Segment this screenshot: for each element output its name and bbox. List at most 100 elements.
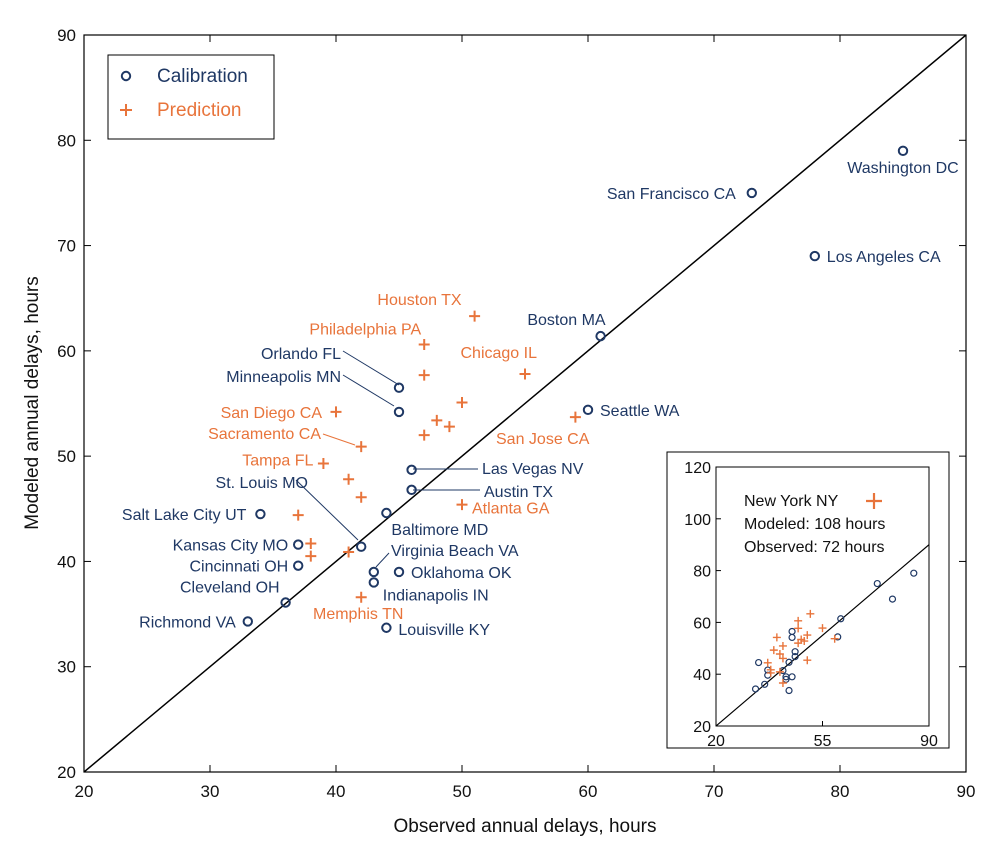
inset-calibration-point bbox=[791, 652, 799, 661]
calibration-point-virginia-beach-va bbox=[368, 566, 379, 578]
point-label-indianapolis-in: Indianapolis IN bbox=[383, 587, 489, 604]
y-tick-label: 50 bbox=[57, 447, 76, 466]
point-label-orlando-fl: Orlando FL bbox=[261, 346, 341, 363]
calibration-point-seattle-wa bbox=[582, 404, 594, 416]
y-tick-label: 20 bbox=[57, 763, 76, 782]
inset-prediction-point bbox=[775, 667, 784, 676]
point-label-los-angeles-ca: Los Angeles CA bbox=[827, 249, 941, 266]
inset-highlight-marker bbox=[866, 493, 882, 509]
inset-observed-text: Observed: 72 hours bbox=[744, 539, 885, 556]
prediction-point bbox=[431, 414, 443, 426]
legend-box bbox=[107, 54, 275, 140]
inset-prediction-point bbox=[763, 658, 772, 667]
point-label-san-jose-ca: San Jose CA bbox=[496, 431, 590, 448]
point-label-houston-tx: Houston TX bbox=[377, 292, 462, 309]
y-tick-label: 70 bbox=[57, 237, 76, 256]
inset-calibration-point bbox=[754, 658, 763, 667]
inset-calibration-point bbox=[888, 595, 897, 603]
inset-calibration-point bbox=[873, 579, 881, 588]
inset-y-tick-label: 100 bbox=[684, 512, 711, 529]
point-label-kansas-city-mo: Kansas City MO bbox=[173, 538, 289, 555]
inset-y-tick-label: 80 bbox=[693, 564, 711, 581]
inset-y-tick-label: 40 bbox=[693, 667, 711, 684]
inset-prediction-point bbox=[769, 646, 778, 655]
calibration-point-kansas-city-mo bbox=[293, 539, 304, 550]
inset-y-tick-label: 60 bbox=[693, 615, 711, 632]
point-label-philadelphia-pa: Philadelphia PA bbox=[309, 322, 421, 339]
y-tick-label: 40 bbox=[57, 552, 76, 571]
leader-line-sacramento-ca bbox=[322, 433, 356, 446]
inset-prediction-point bbox=[806, 609, 815, 618]
x-tick-label: 50 bbox=[453, 782, 472, 801]
point-label-san-francisco-ca: San Francisco CA bbox=[607, 186, 736, 203]
point-label-las-vegas-nv: Las Vegas NV bbox=[482, 461, 584, 478]
prediction-point-tampa-fl bbox=[317, 458, 329, 470]
inset-chart: 20 55 90 20 40 60 80 100 120 New York NY Modeled… bbox=[666, 451, 950, 750]
calibration-point-oklahoma-ok bbox=[393, 566, 405, 578]
calibration-point-minneapolis-mn bbox=[393, 406, 405, 418]
inset-calibration-point bbox=[910, 569, 918, 577]
plot-frame bbox=[83, 34, 967, 773]
inset-data-points bbox=[751, 569, 918, 695]
inset-prediction-point bbox=[778, 679, 787, 688]
point-label-washington-dc: Washington DC bbox=[847, 160, 958, 177]
point-label-san-diego-ca: San Diego CA bbox=[221, 405, 323, 422]
x-tick-label: 60 bbox=[579, 782, 598, 801]
inset-prediction-point bbox=[794, 639, 803, 648]
point-label-st-louis-mo: St. Louis MO bbox=[216, 475, 308, 492]
calibration-point-austin-tx bbox=[406, 484, 417, 496]
inset-prediction-point bbox=[800, 637, 809, 646]
prediction-point-atlanta-ga bbox=[456, 499, 468, 511]
prediction-point-memphis-tn bbox=[355, 591, 367, 603]
inset-identity-line bbox=[716, 544, 929, 726]
point-label-louisville-ky: Louisville KY bbox=[398, 622, 490, 639]
calibration-point-louisville-ky bbox=[381, 622, 392, 633]
prediction-point-san-jose-ca bbox=[569, 411, 581, 423]
inset-highlight-label: New York NY bbox=[744, 493, 839, 510]
calibration-point-st-louis-mo bbox=[356, 541, 367, 552]
inset-y-tick-label: 20 bbox=[693, 719, 711, 736]
point-label-austin-tx: Austin TX bbox=[484, 484, 553, 501]
point-label-atlanta-ga: Atlanta GA bbox=[472, 501, 550, 518]
calibration-point-richmond-va bbox=[242, 616, 254, 627]
x-tick-label: 40 bbox=[327, 782, 346, 801]
inset-prediction-point bbox=[830, 634, 839, 643]
prediction-point bbox=[355, 491, 367, 503]
inset-calibration-point bbox=[788, 633, 796, 642]
point-labels: Washington DC San Francisco CA Los Angeles… bbox=[122, 160, 959, 639]
leader-line-orlando-fl bbox=[342, 350, 400, 386]
inset-calibration-point bbox=[785, 658, 793, 666]
legend-calibration-marker bbox=[120, 70, 132, 82]
inset-prediction-point bbox=[778, 641, 787, 650]
leader-line-virginia-beach-va bbox=[375, 552, 390, 568]
leader-line-st-louis-mo bbox=[295, 479, 359, 541]
x-tick-label: 30 bbox=[201, 782, 220, 801]
x-tick-label: 70 bbox=[705, 782, 724, 801]
y-tick-label: 30 bbox=[57, 658, 76, 677]
point-label-richmond-va: Richmond VA bbox=[139, 614, 236, 631]
inset-prediction-point bbox=[794, 616, 803, 625]
inset-prediction-point bbox=[772, 633, 781, 642]
legend-prediction-label: Prediction bbox=[157, 100, 242, 121]
point-label-memphis-tn: Memphis TN bbox=[313, 606, 403, 623]
prediction-point-san-diego-ca bbox=[330, 406, 342, 418]
y-axis-label: Modeled annual delays, hours bbox=[22, 276, 43, 530]
inset-modeled-text: Modeled: 108 hours bbox=[744, 516, 885, 533]
point-label-sacramento-ca: Sacramento CA bbox=[208, 426, 321, 443]
data-points bbox=[242, 145, 909, 633]
inset-background bbox=[666, 451, 950, 749]
inset-calibration-point bbox=[837, 615, 845, 623]
y-tick-label: 60 bbox=[57, 342, 76, 361]
inset-x-tick-label: 20 bbox=[707, 733, 725, 750]
main-axis-ticks: 20 30 40 50 60 70 80 90 20 30 40 50 60 70 80 90 bbox=[57, 26, 975, 801]
x-tick-label: 20 bbox=[75, 782, 94, 801]
point-label-salt-lake-city-ut: Salt Lake City UT bbox=[122, 507, 247, 524]
inset-prediction-point bbox=[818, 624, 827, 633]
x-tick-label: 80 bbox=[831, 782, 850, 801]
calibration-point-washington-dc bbox=[897, 145, 909, 157]
inset-calibration-point bbox=[751, 685, 760, 693]
prediction-point bbox=[343, 473, 355, 485]
leader-lines bbox=[295, 350, 480, 568]
prediction-point bbox=[456, 396, 468, 408]
inset-prediction-point bbox=[766, 668, 775, 677]
